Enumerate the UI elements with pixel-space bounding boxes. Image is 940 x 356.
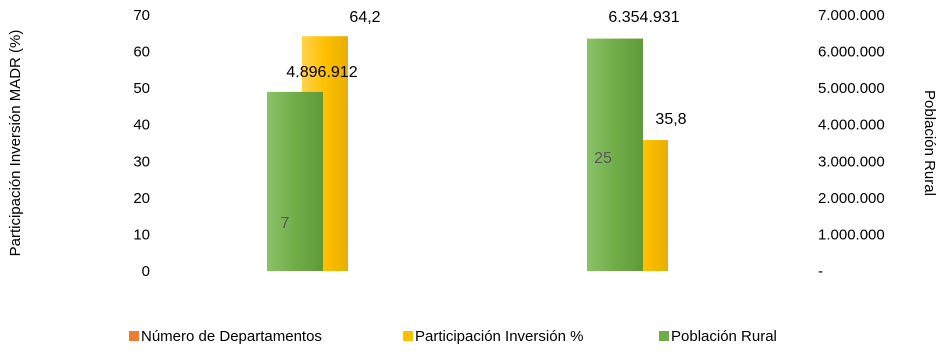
legend-swatch-poblacion [659, 331, 669, 341]
y-right-tick-label: 4.000.000 [818, 117, 885, 134]
y-left-axis-title: Participación Inversión MADR (%) [7, 30, 24, 257]
bar-poblacion [267, 91, 323, 271]
y-left-tick-label: 30 [133, 153, 150, 170]
y-right-tick-label: 3.000.000 [818, 153, 885, 170]
y-left-tick-label: 10 [133, 226, 150, 243]
y-right-axis-title: Población Rural [921, 90, 938, 196]
y-left-tick-label: 0 [142, 263, 150, 280]
data-label-poblacion: 6.354.931 [608, 9, 679, 26]
y-right-tick-label: 1.000.000 [818, 226, 885, 243]
y-left-tick-label: 40 [133, 117, 150, 134]
data-label-departamentos: 7 [281, 215, 290, 232]
y-left-tick-label: 70 [133, 7, 150, 24]
y-right-tick-label: 7.000.000 [818, 7, 885, 24]
legend-label-inversion: Participación Inversión % [415, 328, 583, 345]
legend-label-poblacion: Población Rural [671, 328, 777, 345]
y-left-tick-label: 50 [133, 80, 150, 97]
data-label-inversion: 35,8 [655, 111, 686, 128]
data-label-poblacion: 4.896.912 [286, 64, 357, 81]
bar-poblacion [587, 38, 643, 271]
y-right-tick-label: 2.000.000 [818, 190, 885, 207]
data-label-departamentos: 25 [594, 150, 612, 167]
legend-swatch-departamentos [129, 331, 139, 341]
y-right-tick-label: 5.000.000 [818, 80, 885, 97]
data-label-inversion: 64,2 [349, 9, 380, 26]
y-right-tick-label: - [818, 263, 823, 280]
y-left-tick-label: 60 [133, 44, 150, 61]
y-right-tick-label: 6.000.000 [818, 44, 885, 61]
legend-label-departamentos: Número de Departamentos [141, 328, 322, 345]
legend-swatch-inversion [403, 331, 413, 341]
y-left-tick-label: 20 [133, 190, 150, 207]
